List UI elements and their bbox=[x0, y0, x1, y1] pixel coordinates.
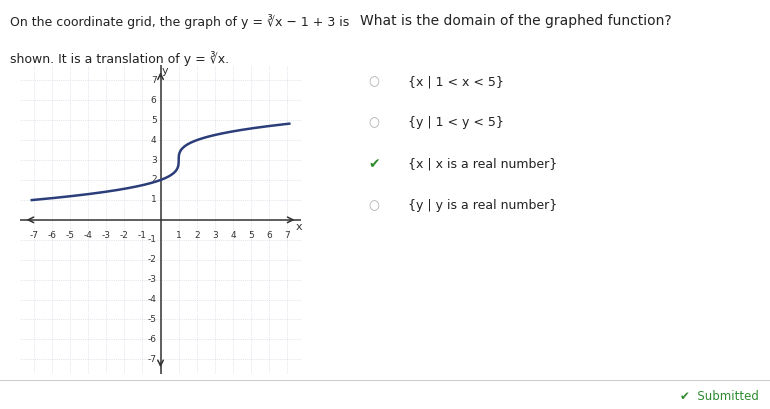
Text: -6: -6 bbox=[47, 231, 56, 240]
Text: -1: -1 bbox=[138, 231, 147, 240]
Text: 6: 6 bbox=[151, 96, 156, 105]
Text: -4: -4 bbox=[84, 231, 92, 240]
Text: On the coordinate grid, the graph of y = ∛x − 1 + 3 is: On the coordinate grid, the graph of y =… bbox=[10, 14, 350, 29]
Text: {x | x is a real number}: {x | x is a real number} bbox=[408, 158, 557, 171]
Text: 4: 4 bbox=[151, 136, 156, 145]
Text: ○: ○ bbox=[369, 199, 380, 212]
Text: 7: 7 bbox=[151, 76, 156, 85]
Text: {y | 1 < y < 5}: {y | 1 < y < 5} bbox=[408, 116, 504, 129]
Text: 1: 1 bbox=[176, 231, 182, 240]
Text: x: x bbox=[296, 222, 302, 232]
Text: 4: 4 bbox=[230, 231, 236, 240]
Text: -2: -2 bbox=[120, 231, 129, 240]
Text: 5: 5 bbox=[249, 231, 254, 240]
Text: {y | y is a real number}: {y | y is a real number} bbox=[408, 199, 557, 212]
Text: shown. It is a translation of y = ∛x.: shown. It is a translation of y = ∛x. bbox=[10, 51, 229, 66]
Text: 7: 7 bbox=[285, 231, 290, 240]
Text: -3: -3 bbox=[148, 275, 156, 284]
Text: -3: -3 bbox=[102, 231, 111, 240]
Text: -7: -7 bbox=[29, 231, 38, 240]
Text: 3: 3 bbox=[151, 155, 156, 164]
Text: -5: -5 bbox=[148, 315, 156, 324]
Text: y: y bbox=[161, 66, 168, 76]
Text: -2: -2 bbox=[148, 255, 156, 264]
Text: 3: 3 bbox=[212, 231, 218, 240]
Text: ○: ○ bbox=[369, 75, 380, 88]
Text: ✔  Submitted: ✔ Submitted bbox=[680, 390, 758, 403]
Text: 6: 6 bbox=[266, 231, 273, 240]
Text: -6: -6 bbox=[148, 335, 156, 344]
Text: 5: 5 bbox=[151, 116, 156, 125]
Text: 2: 2 bbox=[151, 175, 156, 184]
Text: ✔: ✔ bbox=[368, 157, 380, 171]
Text: -7: -7 bbox=[148, 355, 156, 364]
Text: What is the domain of the graphed function?: What is the domain of the graphed functi… bbox=[360, 14, 672, 28]
Text: 2: 2 bbox=[194, 231, 199, 240]
Text: 1: 1 bbox=[151, 196, 156, 204]
Text: -1: -1 bbox=[148, 235, 156, 244]
Text: ○: ○ bbox=[369, 116, 380, 129]
Text: {x | 1 < x < 5}: {x | 1 < x < 5} bbox=[408, 75, 504, 88]
Text: -4: -4 bbox=[148, 295, 156, 304]
Text: -5: -5 bbox=[65, 231, 75, 240]
